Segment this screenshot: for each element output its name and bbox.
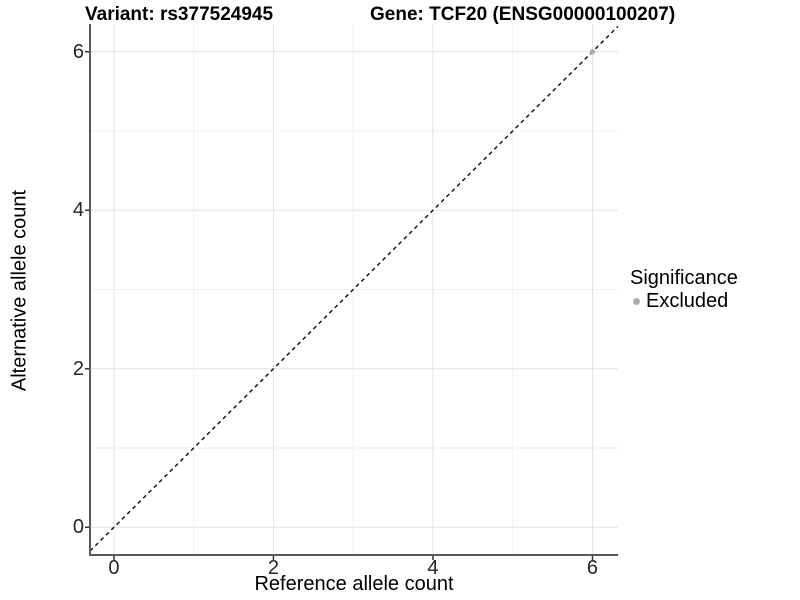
x-tick-label: 6 xyxy=(586,557,599,579)
x-axis-title: Reference allele count xyxy=(254,573,454,595)
legend: Significance Excluded xyxy=(630,267,738,313)
x-tick-label: 4 xyxy=(427,557,439,579)
data-point xyxy=(589,49,596,55)
legend-title: Significance xyxy=(630,267,738,289)
y-tick-label: 0 xyxy=(72,516,84,539)
plot-title-gene: Gene: TCF20 (ENSG00000100207) xyxy=(370,4,676,25)
legend-entry-excluded: Excluded xyxy=(630,290,738,313)
x-tick-label: 0 xyxy=(108,557,120,579)
y-tick-label: 4 xyxy=(72,199,84,222)
x-tick-label: 2 xyxy=(267,557,279,579)
y-tick-label: 6 xyxy=(72,40,84,63)
y-axis-title: Alternative allele count xyxy=(8,189,31,392)
legend-key-dot-icon xyxy=(633,298,640,305)
legend-entry-label: Excluded xyxy=(646,290,729,312)
plot-title-variant: Variant: rs377524945 xyxy=(85,4,274,25)
y-tick-label: 2 xyxy=(72,357,84,380)
